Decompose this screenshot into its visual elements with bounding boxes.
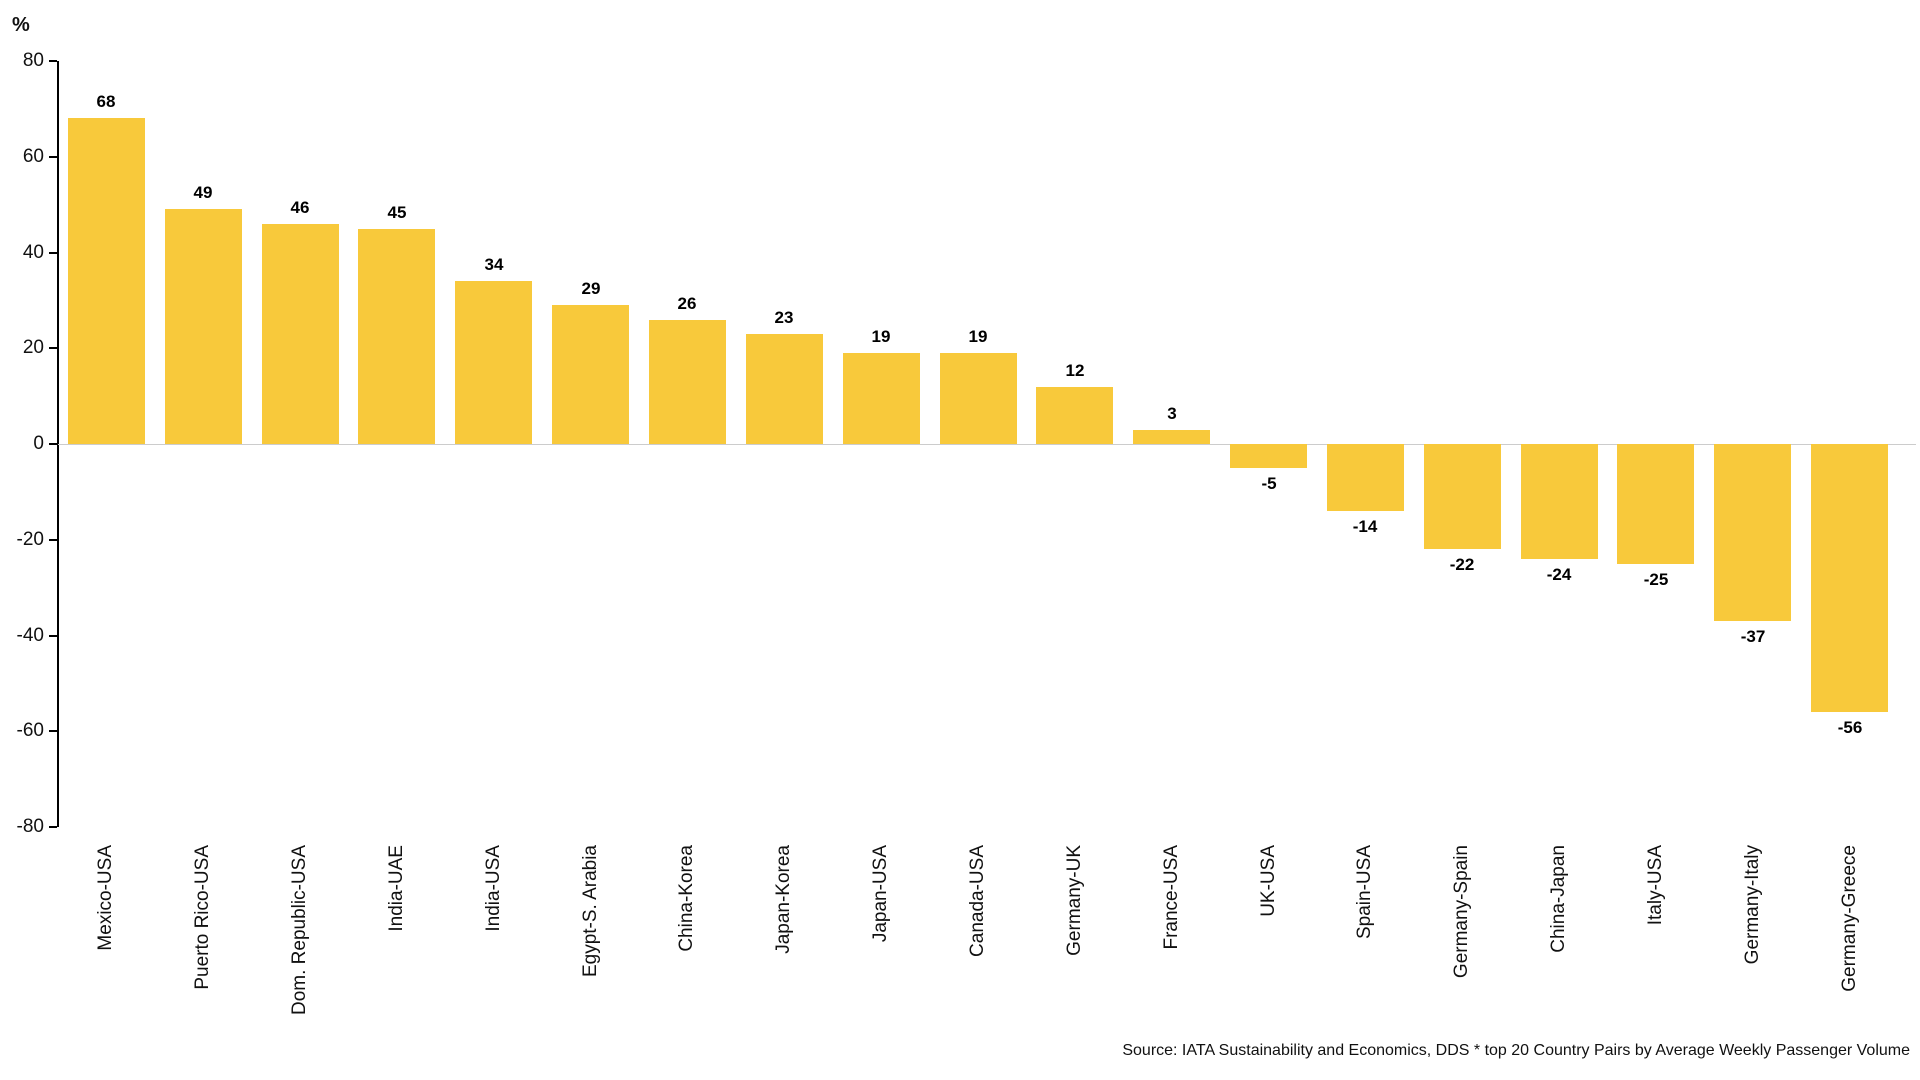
bar-value-label: -24 (1546, 564, 1572, 584)
category-label: Egypt-S. Arabia (575, 845, 607, 1060)
category-label: Germany-Italy (1737, 845, 1769, 1060)
category-label: India-USA (478, 845, 510, 1060)
y-axis-tick (49, 155, 57, 158)
category-label: Germany-Spain (1446, 845, 1478, 1060)
category-label-text: India-USA (483, 845, 504, 932)
category-label: China-Japan (1543, 845, 1575, 1060)
category-label-text: Japan-USA (870, 845, 891, 943)
bar-value-label: -37 (1740, 627, 1766, 647)
zero-gridline (58, 443, 1916, 445)
category-label: Spain-USA (1349, 845, 1381, 1060)
category-label: Japan-Korea (768, 845, 800, 1060)
category-label-text: China-Japan (1548, 845, 1569, 953)
category-label: France-USA (1156, 845, 1188, 1060)
category-label-text: Italy-USA (1645, 845, 1666, 926)
category-label: Dom. Republic-USA (284, 845, 316, 1060)
bar-value-label: 19 (968, 327, 988, 347)
bar (1230, 444, 1307, 468)
category-label-text: Canada-USA (967, 845, 988, 957)
bar-value-label: -56 (1837, 718, 1863, 738)
bar (1811, 444, 1888, 713)
category-label: China-Korea (671, 845, 703, 1060)
category-label-text: Germany-Spain (1451, 845, 1472, 979)
y-axis-tick-label: 80 (22, 50, 44, 71)
bar (262, 223, 339, 444)
y-axis-tick (49, 443, 57, 445)
category-label-text: India-UAE (386, 845, 407, 932)
bar-value-label: -5 (1261, 473, 1277, 493)
y-axis-tick-label: 20 (22, 337, 44, 359)
bar-value-label: 46 (290, 197, 310, 217)
bar (68, 118, 145, 444)
category-label-text: Japan-Korea (773, 845, 794, 954)
bar (1424, 444, 1501, 550)
category-label-text: Puerto Rico-USA (192, 845, 213, 990)
category-label: Puerto Rico-USA (187, 845, 219, 1060)
y-axis-tick-label: -40 (16, 624, 44, 646)
bar (649, 319, 726, 444)
category-label: Germany-UK (1059, 845, 1091, 1060)
bar-value-label: 26 (677, 293, 697, 313)
bar (843, 353, 920, 444)
bar (1521, 444, 1598, 559)
bar-value-label: 49 (193, 183, 213, 203)
category-label: India-UAE (381, 845, 413, 1060)
y-axis-unit-label: % (12, 14, 30, 36)
bar-value-label: 12 (1065, 360, 1085, 380)
y-axis-tick (49, 538, 57, 541)
category-label-text: Germany-UK (1064, 845, 1085, 956)
y-axis-tick (49, 826, 57, 828)
category-label-text: China-Korea (676, 845, 697, 952)
bar-value-label: -22 (1449, 555, 1475, 575)
y-axis-tick-label: 0 (33, 433, 44, 454)
bar-value-label: 23 (774, 307, 794, 327)
category-label: UK-USA (1253, 845, 1285, 1060)
category-label-text: Germany-Greece (1839, 845, 1860, 992)
y-axis-tick-label: -20 (16, 528, 44, 550)
y-axis-tick (49, 347, 57, 350)
category-label-text: UK-USA (1258, 845, 1279, 917)
category-label: Mexico-USA (90, 845, 122, 1060)
category-label: Germany-Greece (1834, 845, 1866, 1060)
bar-value-label: 34 (484, 255, 504, 275)
bar (455, 281, 532, 444)
bar-value-label: -14 (1352, 517, 1378, 537)
category-label: Italy-USA (1640, 845, 1672, 1060)
bar (358, 228, 435, 444)
bar (940, 353, 1017, 444)
category-label-text: Spain-USA (1354, 845, 1375, 939)
category-label-text: Mexico-USA (95, 845, 116, 951)
y-axis-tick (49, 60, 57, 62)
bar (1036, 386, 1113, 444)
category-label-text: France-USA (1161, 845, 1182, 950)
source-note: Source: IATA Sustainability and Economic… (1122, 1042, 1910, 1059)
category-label: Canada-USA (962, 845, 994, 1060)
y-axis-tick (49, 634, 57, 637)
category-label: Japan-USA (865, 845, 897, 1060)
y-axis-tick (49, 730, 57, 733)
y-axis-tick (49, 251, 57, 254)
bar (1327, 444, 1404, 512)
y-axis-tick-label: -60 (16, 720, 44, 742)
bar-value-label: 68 (96, 92, 116, 112)
bar (165, 209, 242, 444)
bar-value-label: 45 (387, 202, 407, 222)
category-label-text: Dom. Republic-USA (289, 845, 310, 1015)
y-axis-tick-label: -80 (16, 816, 44, 837)
bar-value-label: 29 (581, 279, 601, 299)
bar (1133, 429, 1210, 444)
bar-value-label: 3 (1167, 403, 1177, 423)
bar-value-label: 19 (871, 327, 891, 347)
bar (1714, 444, 1791, 622)
category-label-text: Germany-Italy (1742, 845, 1763, 965)
bar (1617, 444, 1694, 564)
bar-value-label: -25 (1643, 569, 1669, 589)
y-axis-tick-label: 40 (22, 241, 44, 263)
bar (552, 305, 629, 444)
bar (746, 333, 823, 444)
category-label-text: Egypt-S. Arabia (580, 845, 601, 978)
y-axis-tick-label: 60 (22, 145, 44, 167)
